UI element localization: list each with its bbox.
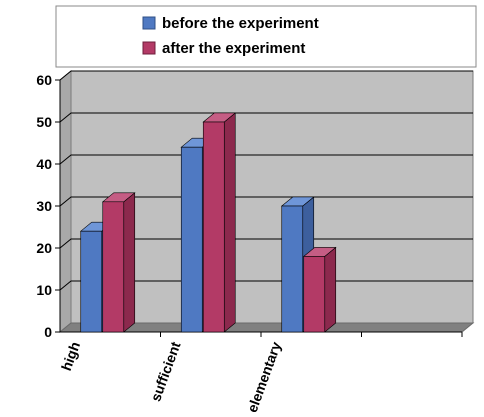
- gridline: [59, 70, 473, 81]
- legend-box: [55, 5, 477, 68]
- legend-label-after: after the experiment: [162, 40, 305, 57]
- x-tick-label: sufficient: [147, 339, 183, 403]
- y-tick-label: 50: [36, 114, 52, 130]
- bar-side: [223, 112, 236, 333]
- gridline: [59, 112, 473, 123]
- bar: [281, 205, 304, 333]
- gridline: [59, 280, 473, 291]
- legend-label-before: before the experiment: [162, 15, 319, 32]
- gridline: [59, 238, 473, 249]
- bar: [180, 146, 203, 333]
- y-tick-label: 30: [36, 198, 52, 214]
- y-tick-label: 10: [36, 282, 52, 298]
- x-tick-label: elementary: [244, 339, 284, 412]
- legend: before the experiment after the experime…: [55, 5, 477, 68]
- y-tick-label: 60: [36, 72, 52, 88]
- legend-swatch-before: [142, 16, 156, 30]
- bar-side: [324, 246, 337, 333]
- y-tick-label: 0: [44, 324, 52, 340]
- y-tick-label: 20: [36, 240, 52, 256]
- bar: [80, 230, 103, 333]
- x-tick-label: high: [58, 340, 83, 373]
- bar: [102, 201, 125, 333]
- bar: [202, 121, 225, 333]
- y-tick-label: 40: [36, 156, 52, 172]
- bar: [303, 256, 326, 333]
- bar-side: [123, 192, 136, 333]
- gridline: [59, 154, 473, 165]
- gridline: [59, 196, 473, 207]
- legend-swatch-after: [142, 41, 156, 55]
- plot-area: 0 10 20 30 40 50 60 high sufficient elementary: [36, 69, 475, 415]
